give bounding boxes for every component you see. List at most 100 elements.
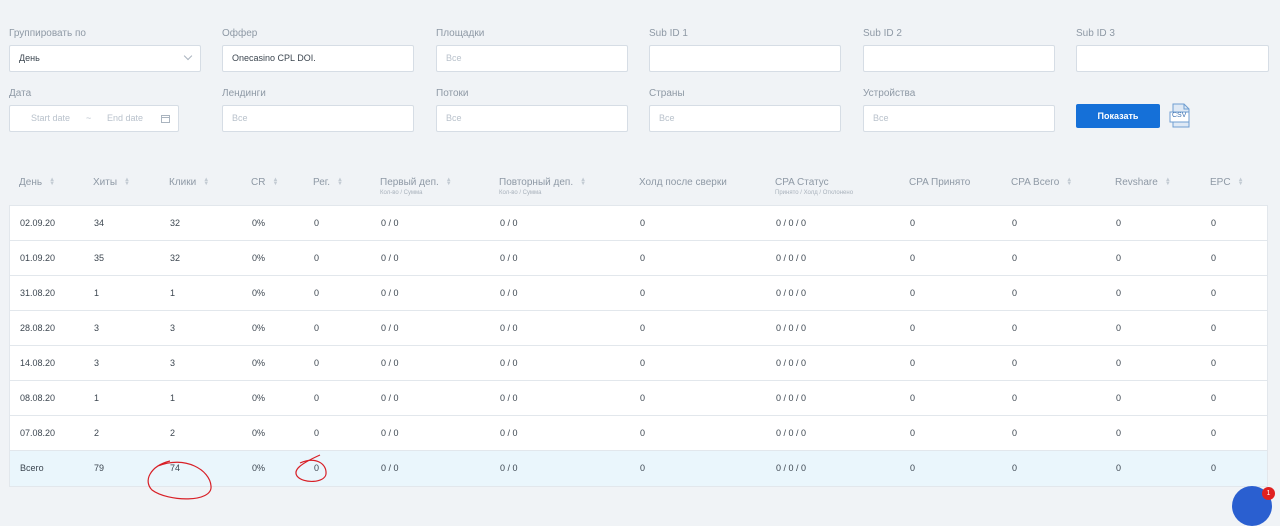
table-row: 31.08.20 1 1 0% 0 0 / 0 0 / 0 0 0 / 0 / 0 0 0 0 0: [10, 276, 1267, 311]
cell-reg: 0: [314, 323, 320, 333]
cell-repeat-dep: 0 / 0: [500, 323, 518, 333]
cell-cpa-status: 0 / 0 / 0: [776, 288, 807, 298]
cell-cpa-total: 0: [1012, 218, 1018, 228]
end-date-input[interactable]: End date: [107, 113, 144, 123]
cell-day: 31.08.20: [20, 288, 56, 298]
cell-repeat-dep: 0 / 0: [500, 428, 518, 438]
cell-epc: 0: [1211, 358, 1217, 368]
table-row: 01.09.20 35 32 0% 0 0 / 0 0 / 0 0 0 / 0 / 0 0 0 0 0: [10, 241, 1267, 276]
sub-id-2-label: Sub ID 2: [863, 28, 902, 39]
column-header-cpa-total[interactable]: CPA Всего ▲ ▼: [1011, 177, 1072, 188]
cell-revshare: 0: [1116, 218, 1122, 228]
sub-id-1-input[interactable]: [649, 45, 841, 72]
date-range-picker[interactable]: Start date ~ End date: [9, 105, 179, 132]
column-header-cr[interactable]: CR ▲ ▼: [251, 177, 278, 188]
column-header-reg[interactable]: Рег. ▲ ▼: [313, 177, 343, 188]
cell-cpa-total: 0: [1012, 323, 1018, 333]
cell-hits: 1: [94, 393, 100, 403]
show-button[interactable]: Показать: [1076, 104, 1160, 128]
cell-cr: 0%: [252, 393, 266, 403]
cell-cpa-accepted: 0: [910, 323, 916, 333]
column-header-cpa-status: CPA Статус Принято / Холд / Отклонено: [775, 177, 853, 196]
table-row: 14.08.20 3 3 0% 0 0 / 0 0 / 0 0 0 / 0 / 0 0 0 0 0: [10, 346, 1267, 381]
cell-reg: 0: [314, 358, 320, 368]
sort-icon[interactable]: ▲ ▼: [1237, 177, 1244, 187]
cell-cpa-status: 0 / 0 / 0: [776, 323, 807, 333]
sub-id-2-input[interactable]: [863, 45, 1055, 72]
devices-select[interactable]: Все: [863, 105, 1055, 132]
cell-repeat-dep: 0 / 0: [500, 253, 518, 263]
column-header-first-dep[interactable]: Первый деп. Кол-во / Сумма ▲ ▼: [380, 177, 452, 196]
date-separator: ~: [86, 113, 92, 123]
column-header-label: Рег.: [313, 177, 330, 188]
cell-clicks: 2: [170, 428, 176, 438]
table-row: 07.08.20 2 2 0% 0 0 / 0 0 / 0 0 0 / 0 / 0 0 0 0 0: [10, 416, 1267, 451]
sort-icon[interactable]: ▲ ▼: [203, 177, 210, 187]
cell-reg: 0: [314, 253, 320, 263]
cell-cr: 0%: [252, 323, 266, 333]
sub-id-3-label: Sub ID 3: [1076, 28, 1115, 39]
start-date-input[interactable]: Start date: [31, 113, 71, 123]
cell-cpa-status: 0 / 0 / 0: [776, 393, 807, 403]
sites-placeholder: Все: [446, 53, 462, 63]
cell-cr: 0%: [252, 253, 266, 263]
column-header-revshare[interactable]: Revshare ▲ ▼: [1115, 177, 1171, 188]
cell-repeat-dep: 0 / 0: [500, 218, 518, 228]
cell-cpa-accepted: 0: [910, 358, 916, 368]
sub-id-3-input[interactable]: [1076, 45, 1269, 72]
cell-hold: 0: [640, 288, 646, 298]
column-header-label: CPA Статус: [775, 177, 829, 188]
sites-select[interactable]: Все: [436, 45, 628, 72]
column-header-clicks[interactable]: Клики ▲ ▼: [169, 177, 209, 188]
column-header-label: CPA Принято: [909, 177, 971, 188]
cell-revshare: 0: [1116, 323, 1122, 333]
column-header-label: CPA Всего: [1011, 177, 1060, 188]
csv-file-icon: [1169, 103, 1190, 128]
cell-clicks: 32: [170, 253, 181, 263]
chevron-down-icon: [183, 51, 193, 61]
landings-placeholder: Все: [232, 113, 248, 123]
cell-cpa-total: 0: [1012, 393, 1018, 403]
cell-cr: 0%: [252, 428, 266, 438]
sort-icon[interactable]: ▲ ▼: [272, 177, 279, 187]
sort-icon[interactable]: ▲ ▼: [1164, 177, 1171, 187]
landings-select[interactable]: Все: [222, 105, 414, 132]
sort-icon[interactable]: ▲ ▼: [124, 177, 130, 187]
cell-hold: 0: [640, 428, 646, 438]
cell-hits: 79: [94, 463, 105, 473]
cell-clicks: 3: [170, 323, 176, 333]
table-row: 08.08.20 1 1 0% 0 0 / 0 0 / 0 0 0 / 0 / 0 0 0 0 0: [10, 381, 1267, 416]
cell-clicks: 1: [170, 288, 176, 298]
column-header-label: Клики: [169, 177, 197, 188]
sort-icon[interactable]: ▲ ▼: [49, 177, 56, 187]
cell-cr: 0%: [252, 288, 266, 298]
cell-epc: 0: [1211, 218, 1217, 228]
cell-hold: 0: [640, 393, 646, 403]
column-header-label: День: [19, 177, 43, 188]
sort-icon[interactable]: ▲ ▼: [445, 177, 452, 187]
offer-select[interactable]: Onecasino CPL DOI.: [222, 45, 414, 72]
csv-export-button[interactable]: CSV: [1169, 103, 1191, 129]
column-header-sublabel: Принято / Холд / Отклонено: [775, 190, 854, 196]
column-header-day[interactable]: День ▲ ▼: [19, 177, 55, 188]
countries-select[interactable]: Все: [649, 105, 841, 132]
cell-repeat-dep: 0 / 0: [500, 463, 518, 473]
cell-hits: 2: [94, 428, 100, 438]
group-by-select[interactable]: День: [9, 45, 201, 72]
column-header-label: CR: [251, 177, 266, 188]
streams-select[interactable]: Все: [436, 105, 628, 132]
sort-icon[interactable]: ▲ ▼: [1066, 177, 1073, 187]
cell-revshare: 0: [1116, 253, 1122, 263]
column-header-epc[interactable]: EPC ▲ ▼: [1210, 177, 1244, 188]
cell-epc: 0: [1211, 463, 1217, 473]
cell-revshare: 0: [1116, 428, 1122, 438]
column-header-hold: Холд после сверки: [639, 177, 727, 188]
column-header-hits[interactable]: Хиты ▲ ▼: [93, 177, 130, 188]
cell-cpa-accepted: 0: [910, 218, 916, 228]
sort-icon[interactable]: ▲ ▼: [580, 177, 587, 187]
offer-value: Onecasino CPL DOI.: [232, 53, 316, 63]
cell-clicks: 74: [170, 463, 181, 473]
column-header-repeat-dep[interactable]: Повторный деп. Кол-во / Сумма ▲ ▼: [499, 177, 586, 196]
cell-first-dep: 0 / 0: [381, 463, 399, 473]
sort-icon[interactable]: ▲ ▼: [337, 177, 343, 187]
